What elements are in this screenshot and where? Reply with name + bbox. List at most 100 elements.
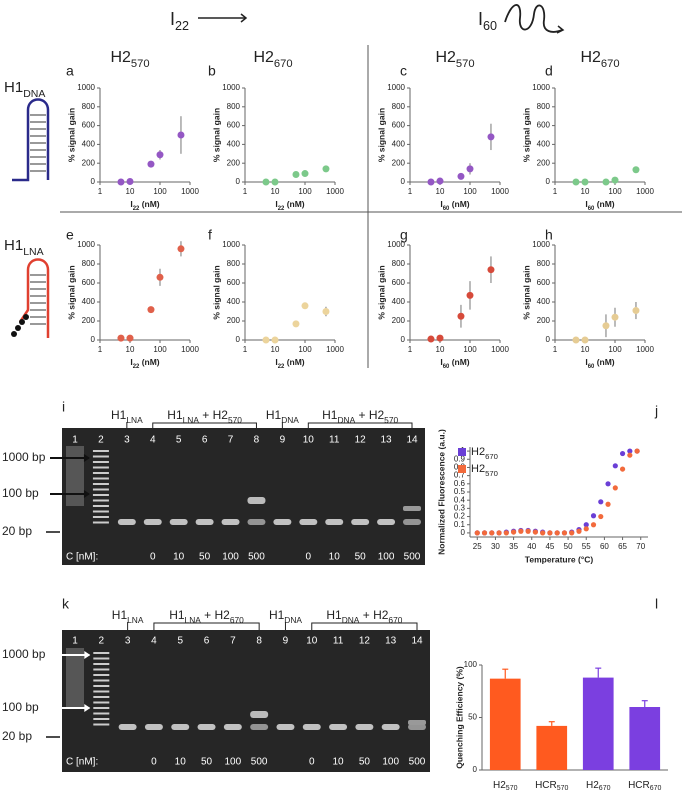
x-tick-label: 45 (545, 542, 554, 551)
side-label: H1LNA (4, 237, 44, 258)
ladder-band (93, 652, 110, 654)
x-axis-label: I22 (nM) (130, 199, 159, 211)
point (572, 336, 580, 344)
x-axis-label-part: I (130, 357, 132, 367)
y-tick-label: 400 (82, 297, 96, 306)
panel-letter: e (66, 227, 74, 243)
x-tick-label: 100 (153, 345, 167, 354)
top-label-part: I (478, 9, 483, 29)
x-axis-label: I22 (nM) (275, 199, 304, 211)
side-label-part: DNA (23, 88, 45, 100)
bar (536, 725, 568, 770)
y-axis-label: % signal gain (376, 265, 386, 319)
y-tick-label: 0 (236, 177, 241, 186)
point (518, 528, 524, 534)
ladder-band (92, 477, 109, 480)
lane-number: 8 (256, 636, 262, 647)
x-tick-label: 100 (153, 187, 167, 196)
ladder-band (93, 701, 110, 704)
y-tick-label: 50 (468, 713, 477, 722)
point (632, 307, 640, 315)
y-axis-label: % signal gain (521, 108, 531, 162)
legend-label: H2570 (471, 463, 498, 478)
lane-number: 12 (359, 636, 371, 647)
gel-band (117, 519, 136, 525)
x-axis-label-part: I (440, 199, 442, 209)
y-tick-label: 1000 (222, 240, 240, 249)
point (503, 530, 509, 536)
point (496, 530, 502, 536)
y-axis-label: % signal gain (376, 108, 386, 162)
x-tick-label: 1 (243, 345, 248, 354)
point (489, 530, 495, 536)
lane-number: 3 (125, 636, 131, 647)
y-tick-label: 200 (392, 158, 406, 167)
legend-label-part: 570 (485, 469, 498, 478)
panel-letter: c (400, 63, 407, 79)
gel-header: H1LNA (112, 608, 144, 625)
y-tick-label: 0.5 (454, 487, 466, 496)
lane-number: 1 (72, 636, 78, 647)
x-tick-label-part: HCR (535, 780, 557, 791)
ladder-band (92, 461, 109, 463)
lane-number: 11 (329, 435, 340, 446)
y-tick-label: 600 (227, 121, 241, 130)
x-axis-label-part: 60 (443, 364, 450, 370)
panel-title-part: H2 (253, 49, 274, 66)
gel-header-part: H1 (167, 408, 183, 422)
gel-header-part: 670 (230, 615, 244, 625)
y-tick-label: 0 (401, 335, 406, 344)
x-axis-label: Temperature (°C) (525, 554, 594, 564)
point (427, 178, 435, 186)
gel-band (197, 724, 216, 730)
x-tick-label: 1 (408, 187, 413, 196)
top-label-part: 22 (175, 19, 189, 33)
legend-label: H2670 (471, 446, 498, 461)
ladder-band (92, 499, 109, 502)
point (427, 335, 435, 343)
point (466, 291, 474, 299)
gel-band (355, 724, 374, 730)
ladder-band (93, 657, 110, 660)
x-tick-label: 100 (608, 345, 622, 354)
y-tick-label: 400 (227, 297, 241, 306)
gel-band (351, 519, 370, 525)
x-tick-label: 55 (582, 542, 591, 551)
lane-number: 10 (303, 435, 315, 446)
point (117, 334, 125, 342)
point (301, 170, 309, 178)
panel-letter: f (208, 227, 212, 243)
point (177, 245, 185, 253)
lane-number: 1 (72, 435, 78, 446)
gel-band (276, 724, 295, 730)
x-axis-label-part: 60 (588, 364, 595, 370)
conc-value: 0 (150, 552, 156, 563)
gel-band (273, 519, 292, 525)
x-axis-label-part: 60 (443, 206, 450, 212)
bar (582, 677, 614, 770)
point (436, 334, 444, 342)
point (147, 306, 155, 314)
gel-band (169, 519, 188, 525)
marker-label: 1000 bp (2, 450, 46, 464)
gel-band (302, 724, 321, 730)
y-tick-label: 400 (537, 297, 551, 306)
gel-header-part: LNA (183, 415, 200, 425)
legend-swatch (458, 448, 466, 456)
gel-header: H1DNA (266, 408, 299, 425)
point (612, 463, 618, 469)
lane-number: 13 (385, 636, 397, 647)
y-tick-label: 200 (392, 316, 406, 325)
y-tick-label: 0 (546, 335, 551, 344)
gel-header: H1LNA + H2670 (169, 608, 244, 625)
bracket (311, 622, 418, 630)
gel-band (247, 497, 266, 504)
x-axis-label-part: 60 (588, 206, 595, 212)
ladder-band (92, 505, 109, 507)
legend-label-part: H2 (471, 446, 485, 458)
point (156, 151, 164, 159)
lane-number: 8 (254, 435, 260, 446)
y-tick-label: 400 (82, 140, 96, 149)
ladder-band (93, 690, 110, 693)
bracket (307, 422, 413, 428)
